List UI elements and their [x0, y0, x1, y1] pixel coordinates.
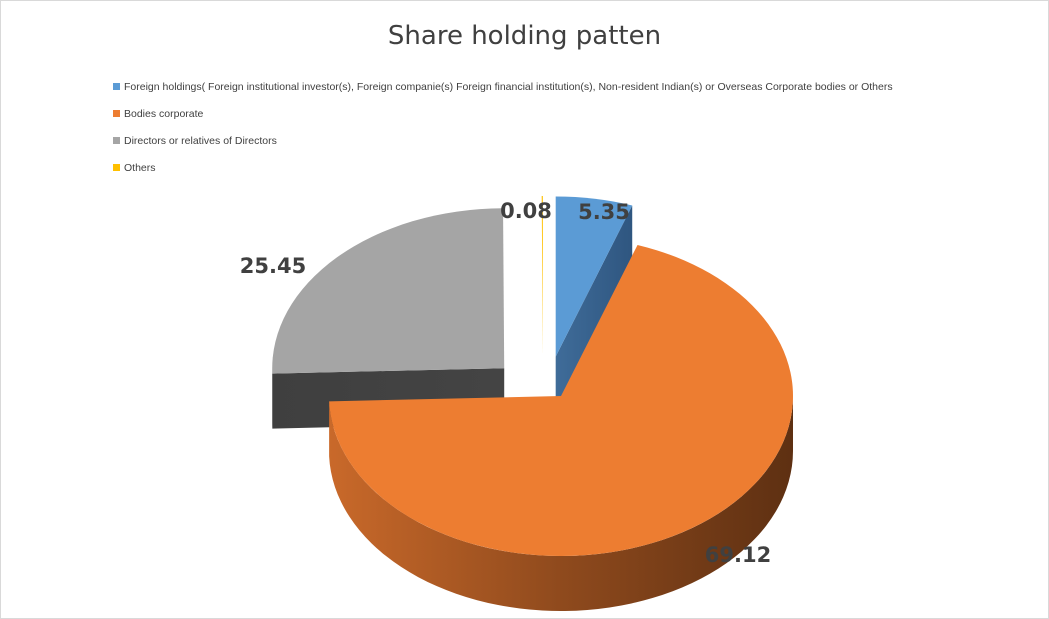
legend-label-foreign-holdings: Foreign holdings( Foreign institutional …	[124, 80, 893, 93]
slice-directors	[272, 208, 505, 374]
chart-title: Share holding patten	[387, 21, 662, 51]
legend-item-others: Others	[113, 154, 893, 181]
slice-bodies-corporate	[329, 244, 793, 557]
legend-item-directors: Directors or relatives of Directors	[113, 127, 893, 154]
data-label-directors: 25.45	[240, 254, 306, 278]
data-label-bodies-corporate: 69.12	[705, 543, 771, 567]
legend-swatch-foreign-holdings	[113, 83, 120, 90]
slice-wall-foreign-holdings	[555, 205, 633, 412]
legend-label-others: Others	[124, 161, 156, 174]
chart-legend: Foreign holdings( Foreign institutional …	[113, 73, 893, 181]
legend-label-directors: Directors or relatives of Directors	[124, 134, 277, 147]
slice-side-bodies-corporate	[329, 396, 794, 612]
legend-swatch-directors	[113, 137, 120, 144]
legend-item-foreign-holdings: Foreign holdings( Foreign institutional …	[113, 73, 893, 100]
data-label-others: 0.08	[500, 199, 552, 223]
legend-swatch-bodies-corporate	[113, 110, 120, 117]
data-label-foreign-holdings: 5.35	[578, 200, 630, 224]
legend-label-bodies-corporate: Bodies corporate	[124, 107, 204, 120]
slice-others	[541, 195, 543, 356]
legend-item-bodies-corporate: Bodies corporate	[113, 100, 893, 127]
legend-swatch-others	[113, 164, 120, 171]
slice-foreign-holdings	[555, 196, 633, 357]
